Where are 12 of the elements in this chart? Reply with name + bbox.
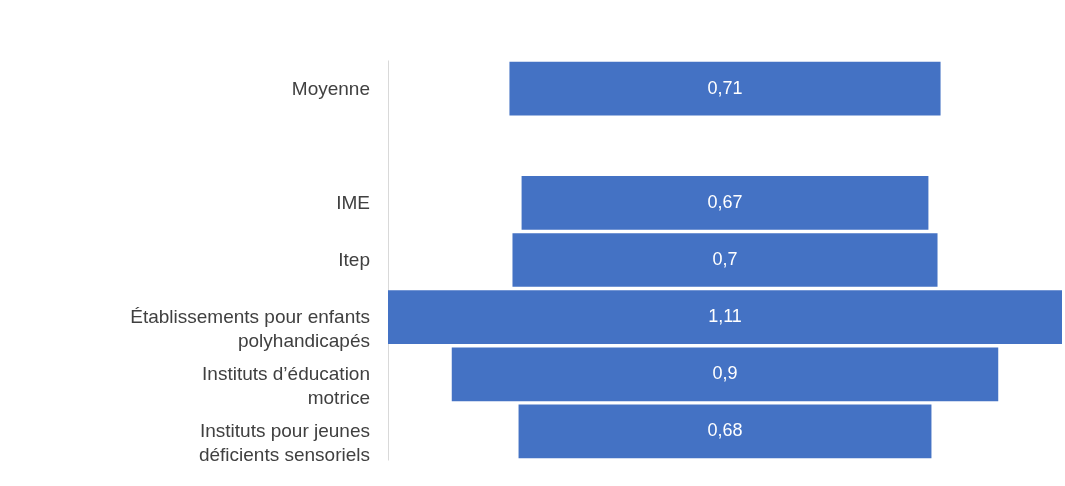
data-label: 0,68 (707, 420, 743, 441)
data-label: 0,9 (712, 363, 738, 384)
category-label: Instituts pour jeunes déficients sensoriels (198, 420, 370, 466)
category-label: Instituts d’éducation motrice (202, 363, 370, 409)
category-label: Moyenne (291, 77, 370, 99)
data-label: 0,67 (707, 191, 743, 212)
data-label: 0,71 (707, 77, 743, 98)
data-label: 1,11 (708, 306, 742, 327)
category-label: Itep (338, 249, 370, 270)
data-label: 0,7 (712, 249, 738, 269)
category-label: Établissements pour enfants polyhandicapés (130, 306, 370, 352)
category-label: IME (336, 191, 370, 213)
